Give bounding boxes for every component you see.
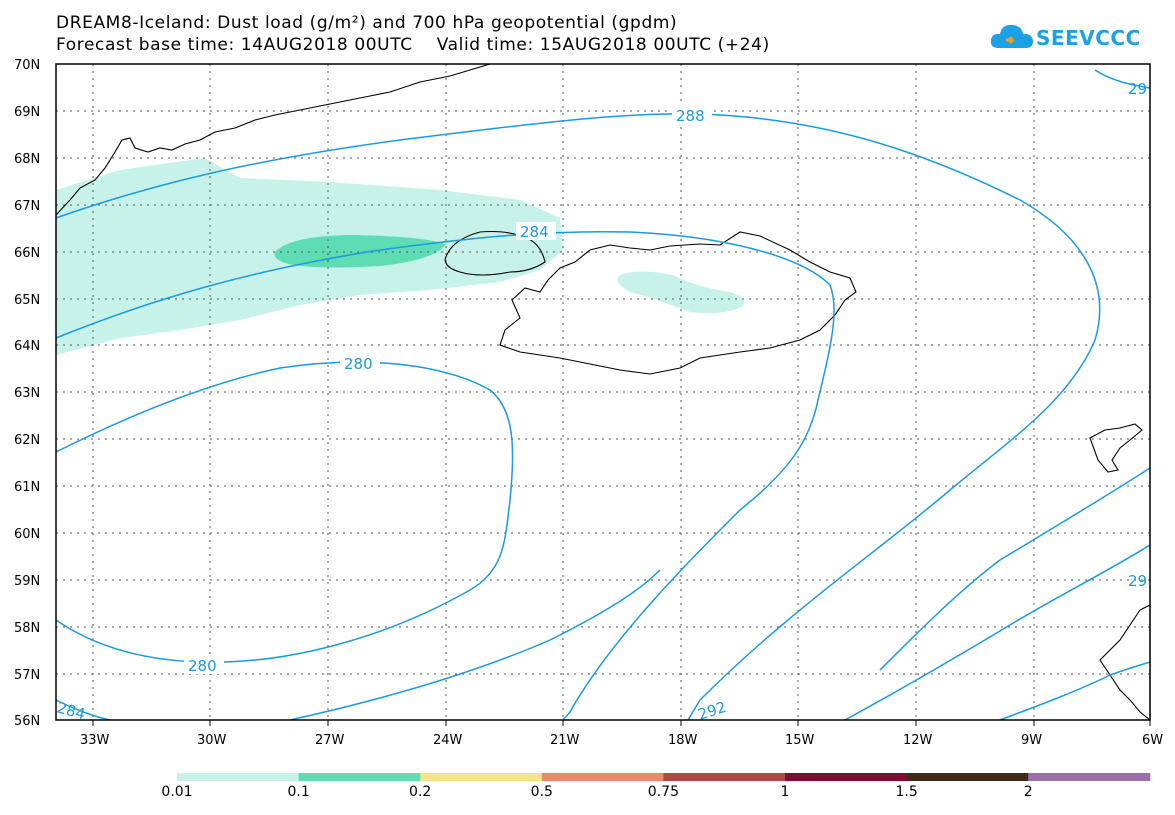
lon-label: 24W	[433, 733, 463, 748]
dust-area-mid	[274, 235, 446, 268]
lat-label: 56N	[14, 714, 40, 729]
lon-label: 15W	[785, 733, 815, 748]
colorbar-label: 0.1	[287, 784, 310, 800]
colorbar-swatch	[663, 773, 786, 781]
logo-text: SEEVCCC	[1036, 26, 1141, 50]
colorbar-swatch	[906, 773, 1029, 781]
lat-label: 64N	[14, 339, 40, 354]
colorbar	[177, 773, 1151, 781]
colorbar-swatch	[298, 773, 421, 781]
map-frame	[55, 63, 1151, 721]
seevccc-logo: SEEVCCC	[988, 18, 1160, 60]
lon-label: 18W	[668, 733, 698, 748]
contour-label: 284	[520, 223, 549, 241]
lat-label: 59N	[14, 574, 40, 589]
lon-label: 12W	[903, 733, 933, 748]
lon-label: 9W	[1021, 733, 1042, 748]
contour-label: 280	[344, 355, 373, 373]
lon-label: 33W	[80, 733, 110, 748]
coastlines	[55, 63, 1151, 722]
lat-label: 65N	[14, 293, 40, 308]
lat-label: 57N	[14, 668, 40, 683]
lon-label: 30W	[197, 733, 227, 748]
contour-284	[55, 230, 835, 721]
faroe-shetland-coast	[1089, 423, 1143, 473]
iceland-coast	[499, 231, 857, 375]
latitude-labels: 70N 69N 68N 67N 66N 65N 64N 63N 62N 61N …	[14, 58, 40, 729]
chart-subtitle: Forecast base time: 14AUG2018 00UTC Vali…	[56, 35, 770, 55]
lat-label: 63N	[14, 386, 40, 401]
lat-label: 68N	[14, 152, 40, 167]
lat-label: 67N	[14, 199, 40, 214]
contour-label: 29	[1128, 572, 1147, 590]
greenland-coast	[55, 63, 491, 216]
axis-ticks	[92, 720, 1151, 726]
contour-292-mid	[879, 467, 1151, 671]
cloud-icon	[990, 24, 1033, 48]
contour-label: 280	[188, 657, 217, 675]
contour-288	[55, 113, 1101, 721]
contour-280-upper	[55, 361, 514, 663]
lon-label: 27W	[315, 733, 345, 748]
contour-296-lower	[999, 661, 1151, 721]
contour-label: 29	[1128, 80, 1147, 98]
colorbar-label: 2	[1023, 784, 1033, 800]
lat-label: 61N	[14, 480, 40, 495]
contour-296-upper	[1094, 69, 1151, 89]
westfjords-coast	[444, 230, 546, 276]
lat-label: 62N	[14, 433, 40, 448]
colorbar-label: 0.2	[409, 784, 432, 800]
colorbar-label: 1	[780, 784, 790, 800]
chart-title: DREAM8-Iceland: Dust load (g/m²) and 700…	[56, 13, 678, 33]
colorbar-swatch	[1028, 773, 1151, 781]
colorbar-swatch	[420, 773, 543, 781]
contour-label: 288	[676, 107, 705, 125]
lat-label: 69N	[14, 105, 40, 120]
colorbar-label: 0.5	[530, 784, 553, 800]
longitude-labels: 33W 30W 27W 24W 21W 18W 15W 12W 9W 6W	[80, 733, 1163, 748]
colorbar-swatch	[541, 773, 664, 781]
lat-label: 66N	[14, 246, 40, 261]
lat-label: 70N	[14, 58, 40, 73]
lat-label: 60N	[14, 527, 40, 542]
lon-label: 21W	[550, 733, 580, 748]
contour-284-bottom	[289, 569, 661, 721]
lon-label: 6W	[1142, 733, 1163, 748]
lat-label: 58N	[14, 621, 40, 636]
scotland-coast	[1099, 604, 1151, 722]
colorbar-label: 0.01	[161, 784, 193, 800]
colorbar-label: 0.75	[647, 784, 679, 800]
graticule	[56, 64, 1150, 720]
colorbar-swatch	[785, 773, 908, 781]
colorbar-swatch	[177, 773, 300, 781]
colorbar-label: 1.5	[895, 784, 918, 800]
dust-area-low-inland	[617, 271, 745, 314]
contour-292	[844, 544, 1151, 721]
